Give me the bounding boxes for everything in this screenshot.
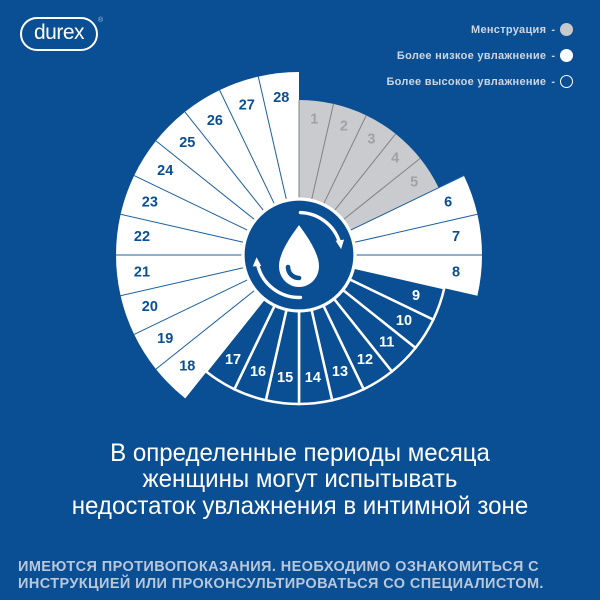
svg-text:19: 19 bbox=[157, 331, 173, 347]
svg-text:16: 16 bbox=[250, 364, 266, 380]
svg-text:10: 10 bbox=[396, 313, 412, 329]
svg-text:25: 25 bbox=[179, 135, 195, 151]
svg-text:21: 21 bbox=[134, 265, 150, 281]
svg-text:1: 1 bbox=[310, 112, 318, 128]
svg-text:22: 22 bbox=[134, 229, 150, 245]
svg-text:27: 27 bbox=[239, 98, 255, 114]
svg-text:17: 17 bbox=[225, 352, 241, 368]
svg-text:18: 18 bbox=[179, 359, 195, 375]
svg-text:8: 8 bbox=[452, 265, 460, 281]
svg-text:15: 15 bbox=[277, 370, 293, 386]
svg-text:28: 28 bbox=[273, 90, 289, 106]
svg-text:7: 7 bbox=[452, 229, 460, 245]
svg-text:2: 2 bbox=[340, 118, 348, 134]
svg-text:4: 4 bbox=[391, 151, 399, 167]
svg-text:6: 6 bbox=[444, 195, 452, 211]
svg-text:13: 13 bbox=[332, 364, 348, 380]
svg-text:5: 5 bbox=[410, 174, 418, 190]
svg-text:9: 9 bbox=[412, 288, 420, 304]
svg-text:26: 26 bbox=[207, 113, 223, 129]
svg-text:20: 20 bbox=[142, 299, 158, 315]
svg-text:12: 12 bbox=[357, 352, 373, 368]
svg-text:24: 24 bbox=[157, 163, 173, 179]
svg-text:11: 11 bbox=[379, 335, 394, 351]
svg-text:3: 3 bbox=[367, 132, 375, 148]
svg-text:14: 14 bbox=[305, 370, 321, 386]
svg-text:23: 23 bbox=[142, 195, 158, 211]
